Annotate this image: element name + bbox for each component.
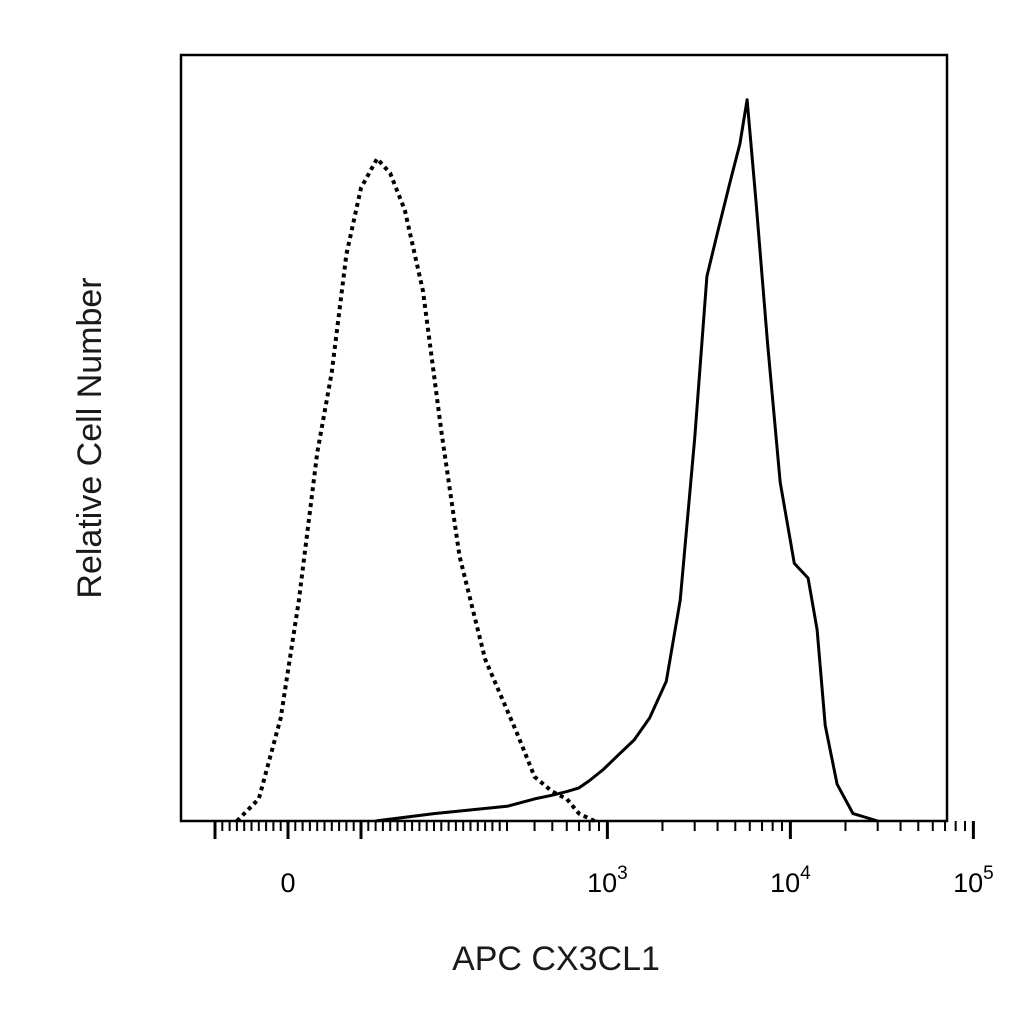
x-tick-label-exponent: 4 — [800, 863, 811, 884]
x-tick-label: 103 — [587, 863, 628, 898]
isotype-control-histogram — [235, 156, 596, 823]
x-tick-label-base: 10 — [953, 868, 983, 898]
x-tick-label-exponent: 3 — [617, 863, 628, 884]
series-layer — [235, 98, 879, 823]
x-tick-label-exponent: 5 — [983, 863, 994, 884]
x-axis-ticks — [213, 821, 975, 839]
x-axis-tick-labels: 0 103 104 105 — [280, 863, 993, 898]
plot-frame — [179, 53, 949, 823]
x-tick-label: 105 — [953, 863, 994, 898]
x-axis-title: APC CX3CL1 — [452, 940, 660, 978]
y-axis-title: Relative Cell Number — [71, 277, 109, 598]
x-tick-label: 0 — [280, 868, 295, 898]
stained-sample-histogram — [375, 98, 879, 823]
x-tick-label-base: 0 — [280, 868, 295, 898]
x-tick-label-base: 10 — [770, 868, 800, 898]
x-tick-label-base: 10 — [587, 868, 617, 898]
x-tick-label: 104 — [770, 863, 811, 898]
